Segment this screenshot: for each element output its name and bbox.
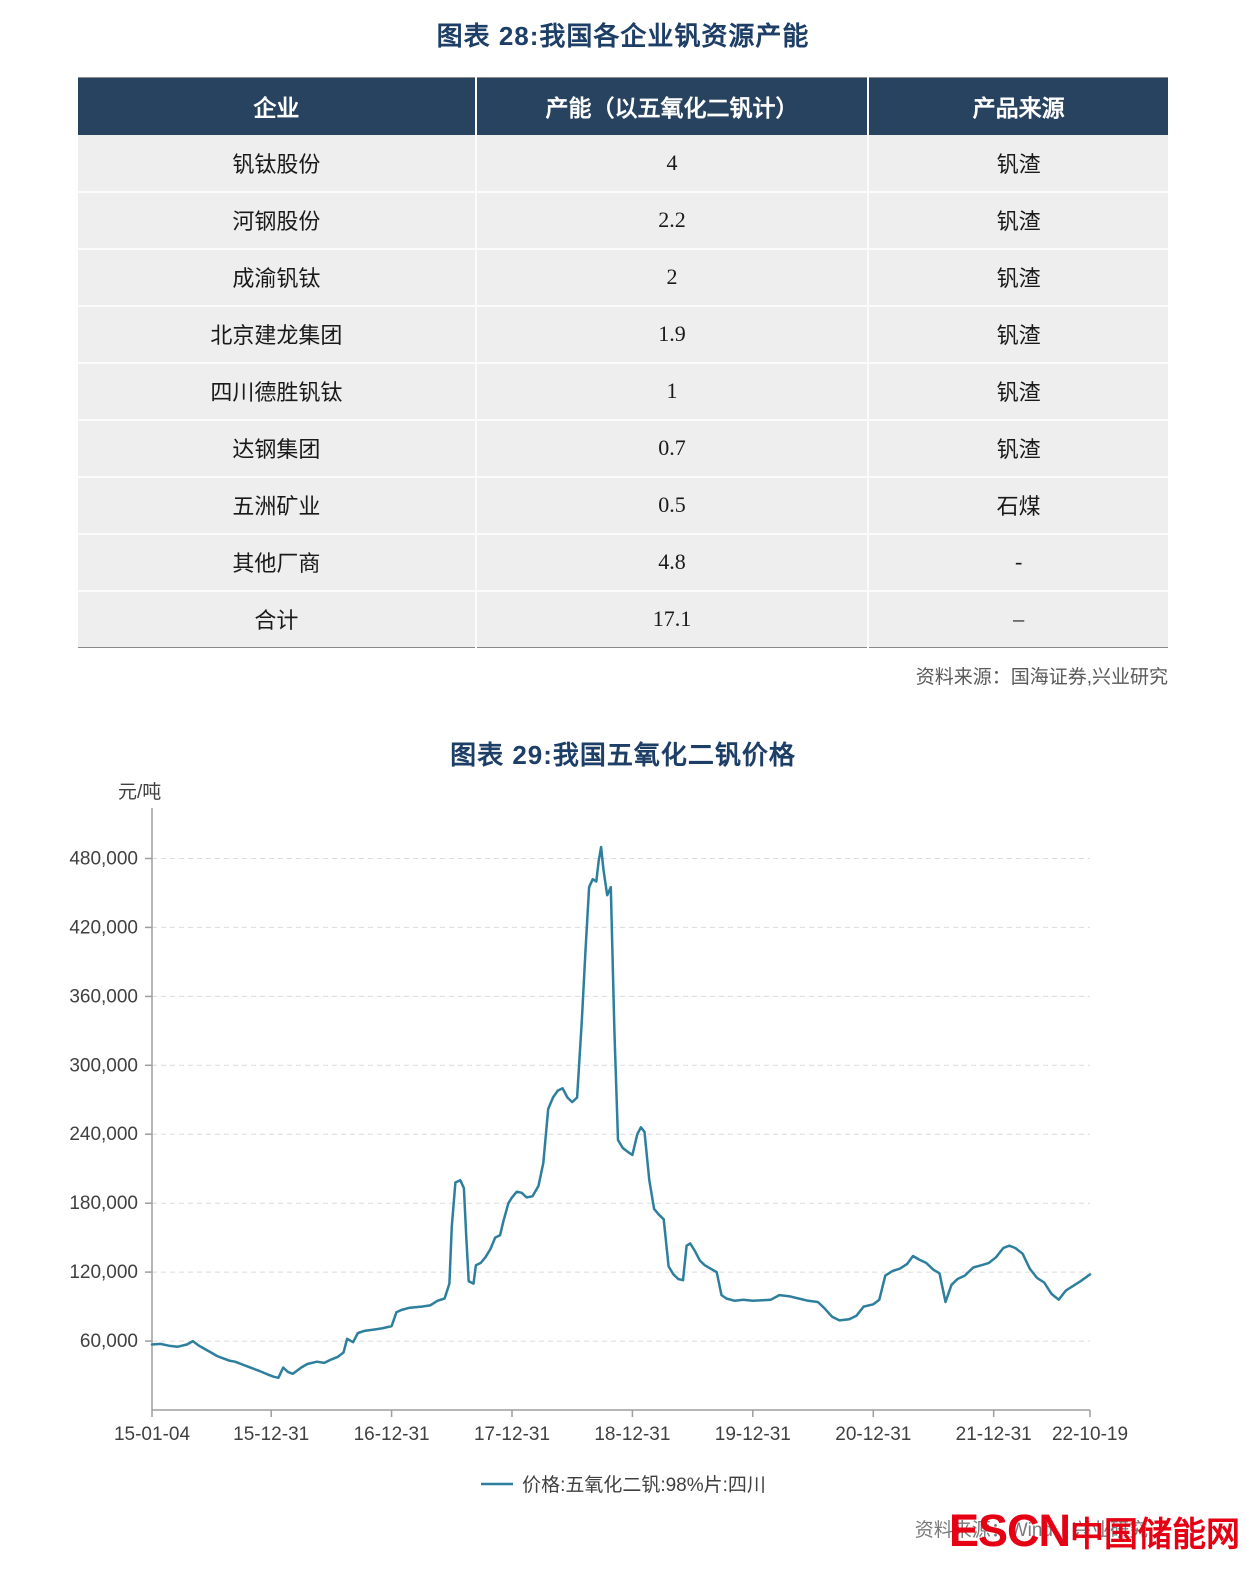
watermark-escn: ESCN [948,1505,1071,1556]
header-cell-company: 企业 [78,77,476,135]
table-row: 四川德胜钒钛 1 钒渣 [78,361,1168,420]
figure28-title: 图表 28:我国各企业钒资源产能 [436,21,810,51]
price-chart-canvas: 60,000 120,000 180,000 240,000 300,000 360,00… [69,781,1128,1445]
svg-text:60,000: 60,000 [80,1331,138,1352]
table-row: 达钢集团 0.7 钒渣 [78,418,1168,477]
table-cell: 钒渣 [867,304,1168,363]
table-row: 五洲矿业 0.5 石煤 [78,475,1168,534]
svg-text:18-12-31: 18-12-31 [594,1424,670,1445]
table-cell: 合计 [78,589,476,648]
table-cell: 2.2 [474,190,869,249]
table-cell: 钒渣 [867,190,1168,249]
table-header-row: 企业 产能（以五氧化二钒计） 产品来源 [78,77,1168,135]
svg-text:16-12-31: 16-12-31 [354,1424,430,1445]
table-cell: 4.8 [474,532,869,591]
table-cell: 1.9 [474,304,869,363]
svg-text:180,000: 180,000 [69,1193,138,1214]
svg-text:17-12-31: 17-12-31 [474,1424,550,1445]
svg-text:300,000: 300,000 [69,1055,138,1076]
svg-text:360,000: 360,000 [69,986,138,1007]
svg-text:420,000: 420,000 [69,917,138,938]
table-cell: 2 [474,247,869,306]
table-cell: 1 [474,361,869,420]
table-cell: 17.1 [474,589,869,648]
table-cell: 达钢集团 [78,418,476,477]
table-cell: 成渝钒钛 [78,247,476,306]
table-row: 河钢股份 2.2 钒渣 [78,190,1168,249]
legend-label: 价格:五氧化二钒:98%片:四川 [522,1475,766,1496]
watermark-cn: 中国储能网 [1070,1516,1240,1554]
chart-footer: 资料来源：Wind，兴业研究 ESCN 中国储能网 [0,1503,1246,1577]
table-cell: 4 [474,134,869,192]
svg-text:15-12-31: 15-12-31 [233,1424,309,1445]
header-cell-capacity: 产能（以五氧化二钒计） [474,77,869,135]
table-cell: - [867,532,1168,591]
svg-text:120,000: 120,000 [69,1262,138,1283]
legend-line-icon [481,1482,514,1485]
svg-text:240,000: 240,000 [69,1124,138,1145]
table-cell: 钒钛股份 [78,134,476,192]
table-cell: 北京建龙集团 [78,304,476,363]
table-row: 成渝钒钛 2 钒渣 [78,247,1168,306]
price-chart: 60,000 120,000 180,000 240,000 300,000 360,00… [0,780,1246,1468]
chart-legend: 价格:五氧化二钒:98%片:四川 [0,1470,1246,1497]
table-cell: 钒渣 [867,361,1168,420]
figure28-source: 资料来源：国海证券,兴业研究 [915,667,1168,688]
table-cell: 0.5 [474,475,869,534]
svg-text:20-12-31: 20-12-31 [835,1424,911,1445]
watermark: ESCN 中国储能网 [949,1505,1240,1557]
svg-text:22-10-19: 22-10-19 [1052,1424,1128,1445]
table-row: 合计 17.1 – [78,589,1168,648]
svg-text:15-01-04: 15-01-04 [114,1424,190,1445]
table-cell: 钒渣 [867,247,1168,306]
table-cell: 钒渣 [867,418,1168,477]
table-cell: 五洲矿业 [78,475,476,534]
table-cell: 0.7 [474,418,869,477]
price-line [150,845,1092,1380]
table-cell: – [867,589,1168,648]
table-cell: 石煤 [867,475,1168,534]
table-cell: 其他厂商 [78,532,476,591]
svg-text:元/吨: 元/吨 [118,781,161,803]
capacity-table: 企业 产能（以五氧化二钒计） 产品来源 钒钛股份 4 钒渣 河钢股份 2.2 钒… [78,77,1168,648]
table-row: 其他厂商 4.8 - [78,532,1168,591]
figure29-title: 图表 29:我国五氧化二钒价格 [450,740,796,770]
table-row: 钒钛股份 4 钒渣 [78,134,1168,192]
svg-text:19-12-31: 19-12-31 [715,1424,791,1445]
figure29-source: 资料来源：Wind，兴业研究 [914,1520,1148,1541]
table-cell: 河钢股份 [78,190,476,249]
header-cell-source: 产品来源 [867,77,1168,135]
svg-text:480,000: 480,000 [69,849,138,870]
table-cell: 钒渣 [867,134,1168,192]
table-row: 北京建龙集团 1.9 钒渣 [78,304,1168,363]
table-cell: 四川德胜钒钛 [78,361,476,420]
svg-text:21-12-31: 21-12-31 [956,1424,1032,1445]
